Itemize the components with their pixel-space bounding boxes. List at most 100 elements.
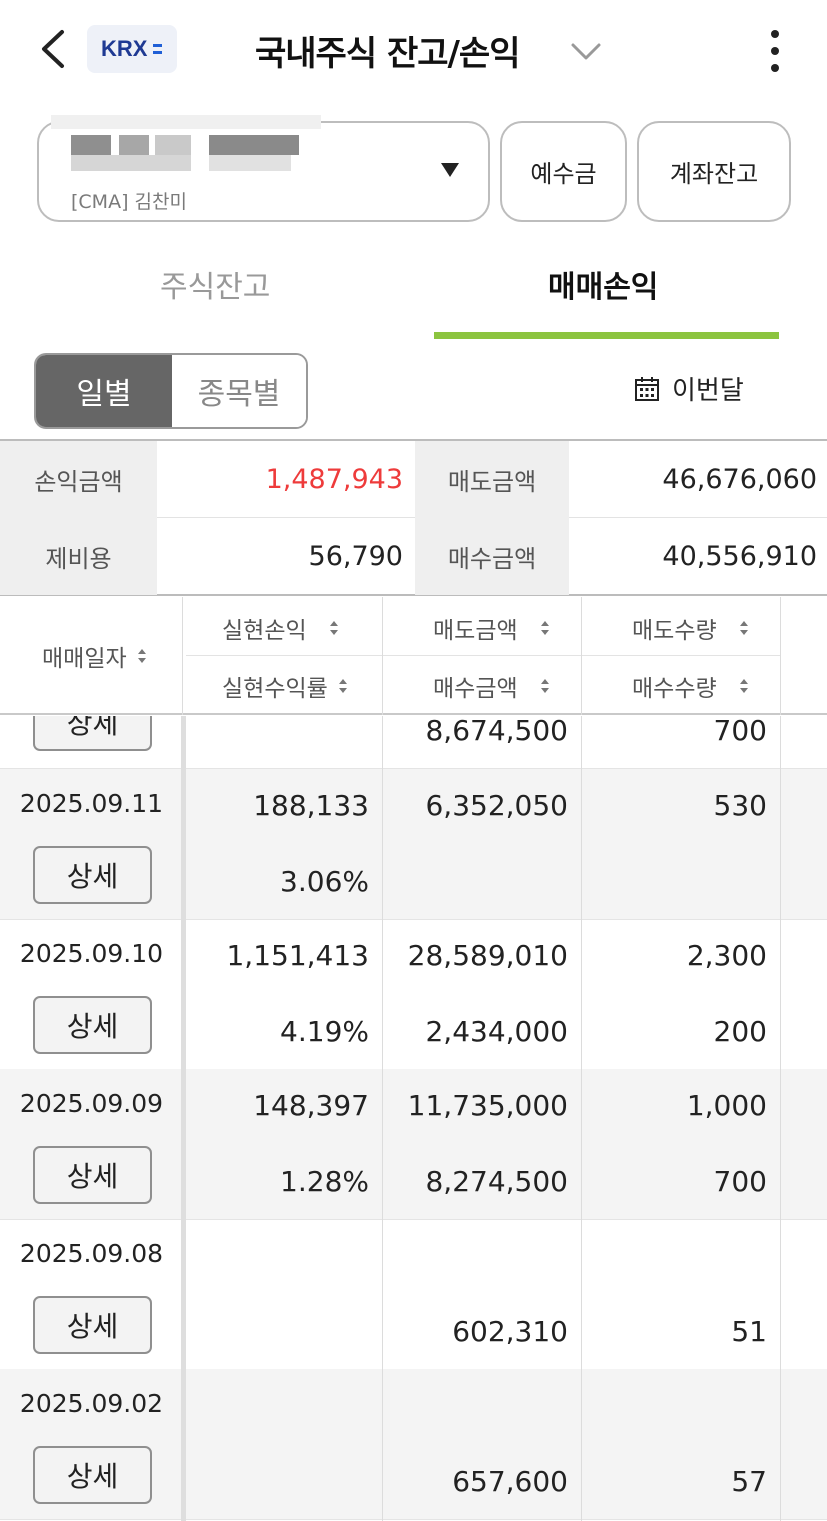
realized-rate: 4.19% <box>280 1015 369 1048</box>
summary-row: 손익금액 1,487,943 매도금액 46,676,060 <box>0 441 827 518</box>
deposit-button[interactable]: 예수금 <box>500 121 627 222</box>
view-mode-segmented: 일별 종목별 <box>34 353 308 429</box>
buy-qty: 200 <box>713 1015 767 1048</box>
column-divider <box>382 597 383 715</box>
detail-button[interactable]: 상세 <box>33 1446 152 1504</box>
trade-date: 2025.09.10 <box>19 939 164 968</box>
sell-amount-value: 46,676,060 <box>662 464 817 495</box>
table-header: 매매일자 실현손익 실현수익률 매도금액 매수금액 매도수량 매수수량 <box>0 597 827 715</box>
buy-qty-header: 매수수량 <box>632 676 717 702</box>
period-selector[interactable]: 이번달 <box>634 370 744 407</box>
exchange-badge[interactable]: KRX <box>87 25 177 73</box>
summary-row: 제비용 56,790 매수금액 40,556,910 <box>0 518 827 595</box>
period-label: 이번달 <box>672 376 744 406</box>
sell-amount: 11,735,000 <box>407 1089 568 1122</box>
buy-qty: 700 <box>713 716 767 747</box>
masked-account-number <box>51 115 321 179</box>
realized-rate: 3.06% <box>280 865 369 898</box>
detail-button[interactable]: 상세 <box>33 1146 152 1204</box>
realized-rate-header: 실현수익률 <box>222 676 328 702</box>
sort-by-realized-rate[interactable]: 실현수익률 <box>222 669 348 703</box>
sell-amount: 28,589,010 <box>407 939 568 972</box>
detail-button[interactable]: 상세 <box>33 716 152 751</box>
top-app-bar: KRX 국내주식 잔고/손익 <box>0 0 827 100</box>
table-row: 2025.09.10 상세 1,151,413 4.19% 28,589,010… <box>0 919 827 1070</box>
more-options-icon[interactable] <box>757 28 793 74</box>
buy-amount-value: 40,556,910 <box>662 541 817 572</box>
account-label: [CMA] 김찬미 <box>71 191 187 213</box>
fees-value: 56,790 <box>308 541 403 572</box>
active-tab-indicator <box>434 332 779 339</box>
buy-amount: 602,310 <box>452 1315 568 1348</box>
chevron-down-icon[interactable] <box>568 36 604 66</box>
buy-qty: 57 <box>731 1465 767 1498</box>
detail-button[interactable]: 상세 <box>33 996 152 1054</box>
realized-pl: 188,133 <box>253 789 369 822</box>
trade-date: 2025.09.08 <box>19 1239 164 1268</box>
detail-button[interactable]: 상세 <box>33 1296 152 1354</box>
sort-by-buy-amount[interactable]: 매수금액 <box>433 669 550 703</box>
sort-by-date[interactable]: 매매일자 <box>42 639 147 673</box>
sort-by-sell-qty[interactable]: 매도수량 <box>632 611 749 645</box>
fees-label: 제비용 <box>0 518 157 595</box>
column-divider <box>182 597 183 715</box>
header-divider <box>186 655 780 656</box>
realized-pl: 148,397 <box>253 1089 369 1122</box>
buy-amount: 8,674,500 <box>425 716 568 747</box>
trade-list[interactable]: 상세 8,674,500 700 2025.09.11 상세 188,133 3… <box>0 716 827 1521</box>
dropdown-caret-icon <box>441 163 459 177</box>
back-arrow-icon[interactable] <box>34 26 74 72</box>
buy-amount-label: 매수금액 <box>415 518 569 595</box>
detail-button[interactable]: 상세 <box>33 846 152 904</box>
sort-icon <box>329 621 339 635</box>
buy-amount: 2,434,000 <box>425 1015 568 1048</box>
sort-icon <box>540 621 550 635</box>
trade-date: 2025.09.09 <box>19 1089 164 1118</box>
account-selector[interactable]: [CMA] 김찬미 <box>37 115 490 222</box>
table-row: 상세 8,674,500 700 <box>0 716 827 769</box>
sort-icon <box>739 621 749 635</box>
buy-amount: 8,274,500 <box>425 1165 568 1198</box>
buy-qty: 51 <box>731 1315 767 1348</box>
column-divider <box>780 716 781 1521</box>
sell-amount-header: 매도금액 <box>433 618 518 644</box>
sort-by-sell-amount[interactable]: 매도금액 <box>433 611 550 645</box>
pl-amount-value: 1,487,943 <box>265 464 403 495</box>
realized-rate: 1.28% <box>280 1165 369 1198</box>
sort-by-buy-qty[interactable]: 매수수량 <box>632 669 749 703</box>
column-divider <box>780 597 781 715</box>
sort-icon <box>338 679 348 693</box>
column-divider <box>581 716 582 1521</box>
sort-icon <box>540 679 550 693</box>
page-title[interactable]: 국내주식 잔고/손익 <box>255 34 520 74</box>
tab-trading-pl[interactable]: 매매손익 <box>548 270 659 305</box>
badge-menu-icon <box>153 44 163 54</box>
column-divider <box>382 716 383 1521</box>
sell-amount-label: 매도금액 <box>415 441 569 518</box>
realized-pl: 1,151,413 <box>226 939 369 972</box>
buy-amount-header: 매수금액 <box>433 676 518 702</box>
tab-stock-holdings[interactable]: 주식잔고 <box>160 270 271 305</box>
table-row: 2025.09.09 상세 148,397 1.28% 11,735,000 8… <box>0 1069 827 1220</box>
sell-amount: 6,352,050 <box>425 789 568 822</box>
sort-by-realized-pl[interactable]: 실현손익 <box>222 611 339 645</box>
sell-qty: 2,300 <box>686 939 767 972</box>
sort-icon <box>137 649 147 663</box>
table-row: 2025.09.02 상세 657,600 57 <box>0 1369 827 1520</box>
segment-by-stock[interactable]: 종목별 <box>172 355 306 427</box>
account-balance-button[interactable]: 계좌잔고 <box>637 121 791 222</box>
pl-amount-label: 손익금액 <box>0 441 157 518</box>
trade-date: 2025.09.02 <box>19 1389 164 1418</box>
trade-date: 2025.09.11 <box>19 789 164 818</box>
buy-qty: 700 <box>713 1165 767 1198</box>
table-row: 2025.09.08 상세 602,310 51 <box>0 1219 827 1370</box>
summary-table: 손익금액 1,487,943 매도금액 46,676,060 제비용 56,79… <box>0 439 827 596</box>
exchange-badge-label: KRX <box>101 36 148 61</box>
segment-daily[interactable]: 일별 <box>36 355 172 427</box>
sort-icon <box>739 679 749 693</box>
buy-amount: 657,600 <box>452 1465 568 1498</box>
sell-qty: 1,000 <box>686 1089 767 1122</box>
sell-qty: 530 <box>713 789 767 822</box>
calendar-icon <box>635 376 659 401</box>
sell-qty-header: 매도수량 <box>632 618 717 644</box>
